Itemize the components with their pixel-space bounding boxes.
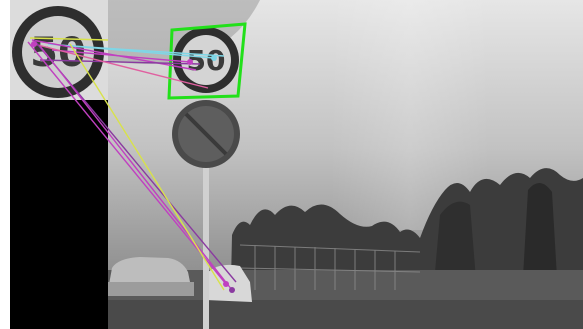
- template-panel: 50: [10, 0, 108, 329]
- keypoint: [187, 59, 193, 65]
- keypoint: [229, 287, 235, 293]
- detection-box: [167, 22, 247, 100]
- template-black-area: [10, 100, 108, 329]
- match-line: [31, 39, 197, 71]
- keypoint: [211, 55, 217, 61]
- match-line: [33, 43, 209, 89]
- round-sign-lower: [172, 100, 240, 168]
- match-line: [71, 45, 225, 57]
- fence: [239, 244, 421, 290]
- keypoint: [31, 41, 37, 47]
- scene-sign-digits: 50: [187, 44, 226, 77]
- match-line: [39, 45, 233, 291]
- keypoint: [223, 281, 229, 287]
- sign-pole: [203, 160, 209, 329]
- feature-matches: [27, 37, 237, 291]
- keypoints: [31, 41, 235, 293]
- match-line: [27, 41, 227, 285]
- match-line: [39, 59, 201, 65]
- match-line: [69, 43, 225, 291]
- scene-speed-sign: 50: [173, 27, 239, 93]
- scene-photo: 50: [10, 0, 583, 329]
- match-line: [29, 37, 109, 41]
